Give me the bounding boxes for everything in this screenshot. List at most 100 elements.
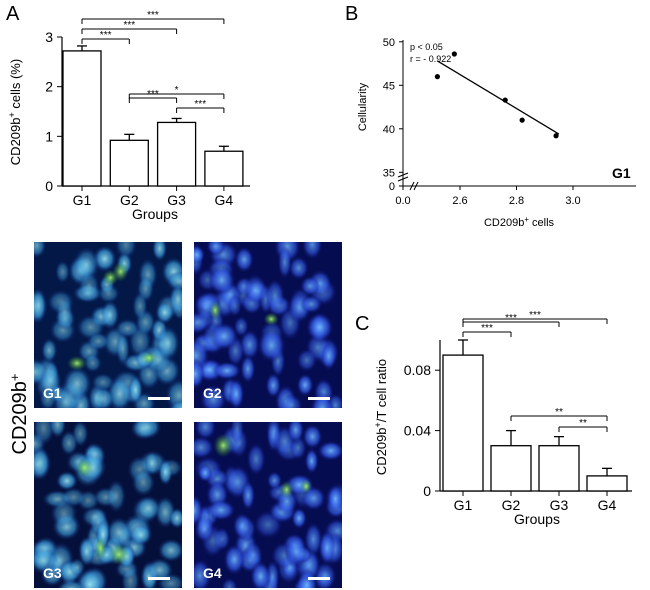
nucleus (88, 382, 106, 408)
x-tick-label: 0.0 (395, 195, 410, 207)
bar (62, 50, 102, 187)
nucleus (146, 558, 174, 583)
cd209b-positive-cell (75, 458, 94, 478)
cd209b-positive-cell (67, 355, 87, 371)
y-tick-label: 2 (45, 79, 53, 95)
nucleus (257, 328, 286, 363)
nucleus (106, 479, 126, 513)
micrograph-grid: G1 G2 G3 G4 CD209b+ (7, 242, 342, 588)
x-tick-label: 2.8 (509, 195, 524, 207)
nucleus (265, 422, 282, 448)
nucleus (156, 325, 180, 361)
nucleus (194, 358, 206, 390)
micrograph-label-g3: G3 (43, 565, 62, 581)
nucleus (306, 312, 334, 342)
nucleus (129, 523, 153, 546)
chart-c: 00.040.08 G1 G2 G3 G4 ************* CD209b+… (373, 310, 632, 527)
x-tick-label: G4 (598, 497, 617, 513)
micrograph-side-label: CD209b+ (7, 374, 31, 455)
nucleus (326, 484, 342, 514)
nucleus (212, 361, 242, 381)
scale-bar (148, 397, 170, 400)
panel-label-b: B (345, 3, 358, 25)
nucleus (194, 245, 206, 265)
nucleus (97, 284, 120, 304)
significance-label: *** (147, 89, 159, 100)
nucleus (296, 568, 318, 588)
y-tick-label: 0 (389, 181, 395, 193)
y-tick-label: 40 (383, 124, 395, 136)
chart-b-axis-break-y (397, 172, 409, 182)
nucleus (34, 287, 47, 323)
significance-label: *** (100, 30, 112, 41)
y-tick-label: 50 (383, 37, 395, 49)
scale-bar (148, 577, 170, 580)
micrograph-label-g1: G1 (43, 385, 62, 401)
nucleus (34, 447, 52, 481)
nucleus (300, 275, 320, 297)
nucleus (318, 530, 336, 566)
bar (204, 150, 244, 187)
nucleus (310, 391, 335, 408)
nucleus (265, 372, 282, 399)
chart-b-group-label: G1 (612, 165, 631, 181)
nucleus (234, 246, 254, 273)
nucleus (240, 354, 256, 384)
bar (109, 139, 149, 187)
nucleus (232, 512, 252, 540)
nucleus (60, 430, 78, 456)
scale-bar (308, 397, 330, 400)
micrograph-label-g2: G2 (203, 385, 222, 401)
bar (442, 354, 484, 492)
bar (538, 445, 580, 492)
cd209b-positive-cell (279, 480, 294, 499)
nucleus (221, 577, 238, 588)
significance-label: *** (147, 10, 159, 21)
chart-b-regression-line (437, 60, 560, 135)
nucleus (287, 422, 305, 444)
micrograph-g1 (34, 242, 182, 408)
nucleus (209, 322, 239, 351)
x-tick-label: 3.0 (565, 195, 580, 207)
nucleus (50, 499, 78, 528)
nucleus (242, 273, 268, 307)
significance-label: *** (481, 323, 493, 334)
chart-b-p-value: p < 0.05 (410, 42, 443, 52)
significance-label: *** (529, 310, 541, 321)
significance-label: * (175, 85, 179, 96)
nucleus (296, 373, 314, 397)
significance-label: *** (123, 20, 135, 31)
nucleus (130, 422, 156, 440)
nucleus (78, 536, 95, 567)
nucleus (206, 242, 226, 256)
micrograph-g3 (34, 422, 182, 588)
panel-label-a: A (6, 3, 20, 25)
nucleus (34, 546, 59, 575)
nucleus (264, 278, 286, 314)
nucleus (233, 315, 249, 338)
nucleus (39, 364, 62, 396)
nucleus (246, 442, 266, 476)
data-point (553, 133, 559, 139)
nucleus (277, 245, 292, 280)
nucleus (83, 353, 102, 373)
significance-label: ** (555, 407, 563, 418)
cd209b-positive-cell (300, 479, 312, 494)
nucleus (41, 338, 58, 363)
y-tick-label: 0 (423, 483, 431, 499)
nucleus (115, 331, 130, 366)
nucleus (228, 378, 245, 408)
nucleus (194, 435, 215, 460)
panel-label-c: C (355, 313, 369, 335)
micrograph-g2 (194, 242, 342, 408)
data-point (434, 74, 440, 80)
x-tick-label: G1 (73, 192, 92, 208)
nucleus (155, 301, 175, 324)
significance-label: *** (194, 99, 206, 110)
micrograph-g4 (194, 422, 342, 588)
nucleus (69, 557, 86, 577)
nucleus (194, 494, 204, 527)
y-tick-label: 0.04 (404, 423, 431, 439)
nucleus (49, 422, 67, 438)
